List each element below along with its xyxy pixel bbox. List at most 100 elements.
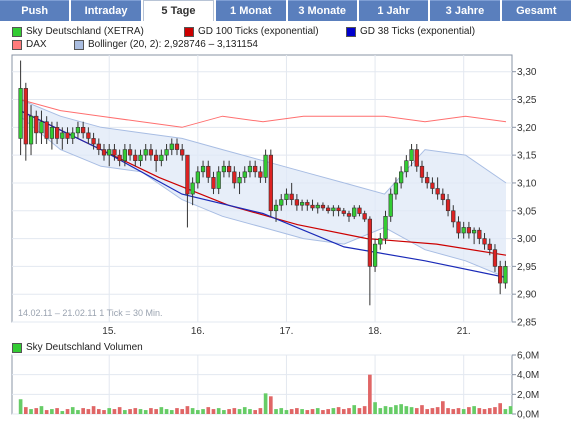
volume-bar [420, 405, 424, 414]
volume-bar [394, 405, 398, 414]
tab-gesamt[interactable]: Gesamt [501, 0, 571, 21]
candle-body [471, 229, 477, 234]
candle-body [44, 121, 49, 139]
volume-bar [368, 374, 372, 414]
volume-bar [206, 407, 211, 414]
volume-bar [336, 407, 341, 414]
volume-bar [76, 410, 80, 414]
candle-body [138, 154, 143, 161]
candle-body [70, 132, 75, 139]
candle [367, 216, 372, 306]
candle-body [503, 266, 508, 284]
candle-body [49, 127, 55, 139]
tab-push[interactable]: Push [0, 0, 70, 21]
candle-body [336, 207, 341, 212]
volume-bar [373, 402, 377, 414]
volume-bar [149, 408, 153, 414]
volume-bar [378, 408, 383, 414]
candle-body [23, 88, 28, 145]
candle [81, 121, 86, 139]
candle-body [352, 207, 357, 217]
volume-bar [143, 410, 148, 414]
candle [378, 233, 383, 250]
volume-bar [352, 405, 357, 414]
candle-body [315, 204, 320, 209]
tab-3-jahre[interactable]: 3 Jahre [430, 0, 500, 21]
candle-body [232, 171, 237, 184]
volume-bar [29, 409, 33, 414]
volume-bar [242, 407, 247, 414]
candle-body [91, 138, 96, 145]
volume-bar [39, 406, 44, 414]
tab-5-tage[interactable]: 5 Tage [142, 0, 215, 21]
candle [331, 205, 336, 217]
volume-bar [91, 406, 96, 414]
candle [221, 160, 227, 178]
candle [419, 160, 425, 183]
candle-body [39, 121, 44, 134]
candle-body [148, 149, 154, 156]
candle [299, 199, 305, 211]
candle [404, 155, 409, 178]
volume-bar [357, 408, 362, 414]
volume-bar [409, 407, 414, 414]
volume-bar [315, 408, 320, 414]
candle-body [346, 213, 352, 217]
volume-bar [232, 408, 237, 414]
candle-body [101, 149, 107, 156]
candle [185, 154, 190, 228]
volume-bar [60, 411, 65, 414]
candle-body [127, 149, 133, 156]
volume-bar [65, 409, 70, 414]
tab-3-monate[interactable]: 3 Monate [287, 0, 357, 21]
candles [18, 60, 508, 306]
volume-bar [388, 407, 393, 414]
candle [247, 160, 253, 178]
price-tick-label: 3,25 [517, 95, 537, 106]
candle-body [305, 202, 310, 206]
price-tick-label: 3,10 [517, 178, 537, 189]
candle [107, 144, 112, 167]
candle-body [237, 177, 242, 184]
volume-bar [295, 408, 299, 414]
tab-1-jahr[interactable]: 1 Jahr [358, 0, 429, 21]
legend-swatch-gd100 [184, 26, 194, 37]
date-tick-label: 16. [191, 326, 205, 337]
volume-bar [102, 410, 106, 414]
volume-bar [289, 409, 294, 414]
candle [133, 149, 138, 167]
candle-body [477, 229, 482, 239]
volume-bar [347, 408, 351, 414]
volume-tick-label: 4,0M [517, 370, 539, 381]
candle [263, 149, 268, 183]
price-tick-label: 3,05 [517, 206, 537, 217]
candle [237, 171, 242, 195]
candle-body [404, 160, 409, 173]
legend-item-gd38: GD 38 Ticks (exponential) [346, 25, 475, 38]
candle [435, 177, 440, 200]
volume-bar [399, 404, 403, 414]
candle [482, 233, 487, 250]
tab-intraday[interactable]: Intraday [71, 0, 141, 21]
candle [174, 138, 180, 156]
candle [169, 138, 174, 156]
price-tick-label: 3,20 [517, 123, 537, 134]
legend-item-dax: DAX [12, 38, 74, 51]
volume-bar [472, 406, 476, 414]
volume-bar [117, 407, 122, 414]
volume-bar [55, 408, 59, 414]
candle [471, 227, 477, 245]
tab-1-monat[interactable]: 1 Monat [216, 0, 286, 21]
candle-body [226, 165, 232, 173]
candle [341, 207, 346, 217]
volume-bar [154, 409, 158, 414]
candle [127, 144, 133, 161]
volume-bar [138, 409, 143, 414]
volume-bar [133, 408, 138, 414]
bollinger-upper-line [19, 99, 507, 195]
candle-body [435, 188, 440, 195]
candle-body [383, 216, 388, 239]
candle-body [399, 171, 404, 184]
volume-bar [300, 409, 304, 414]
candle [44, 116, 49, 144]
